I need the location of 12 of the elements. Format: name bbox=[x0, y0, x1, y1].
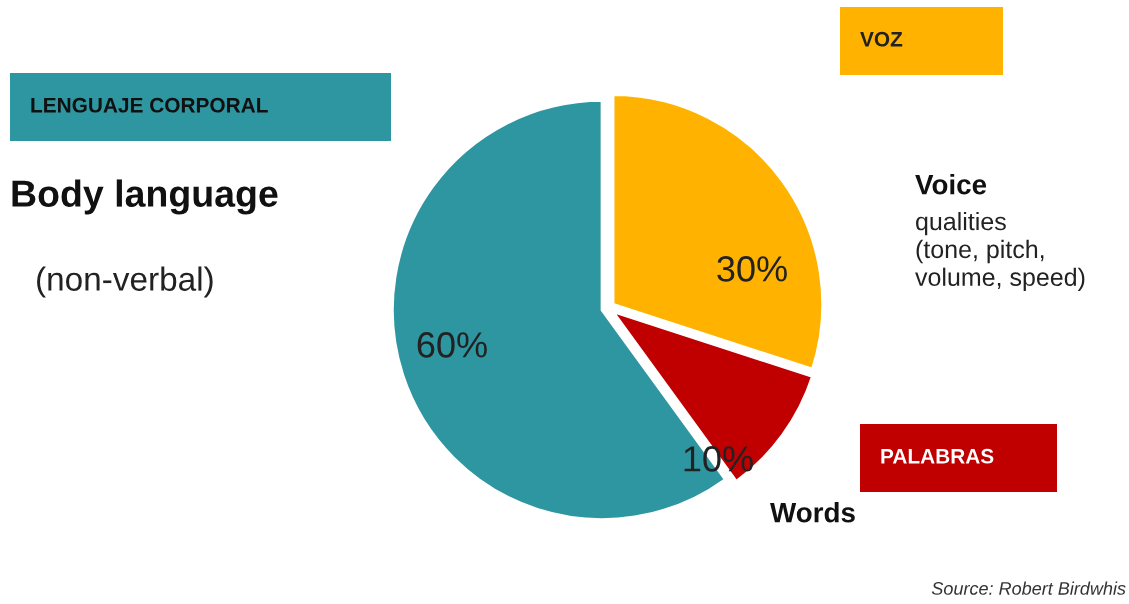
source-note: Source: Robert Birdwhis bbox=[931, 581, 1126, 595]
text: PALABRAS bbox=[881, 448, 994, 464]
data-label: 10% bbox=[684, 446, 753, 472]
text: qualities (tone, pitch, volume, speed) bbox=[915, 212, 1085, 291]
data-label: 60% bbox=[417, 332, 487, 358]
slice-label: Body language bbox=[12, 179, 278, 215]
text: LENGUAJE CORPORAL bbox=[31, 97, 268, 113]
data-label: 30% bbox=[717, 256, 787, 282]
slice-label: Words bbox=[770, 502, 855, 523]
slice-label: Voice bbox=[915, 174, 987, 195]
text: (non-verbal) bbox=[37, 266, 213, 298]
text: VOZ bbox=[860, 31, 903, 47]
